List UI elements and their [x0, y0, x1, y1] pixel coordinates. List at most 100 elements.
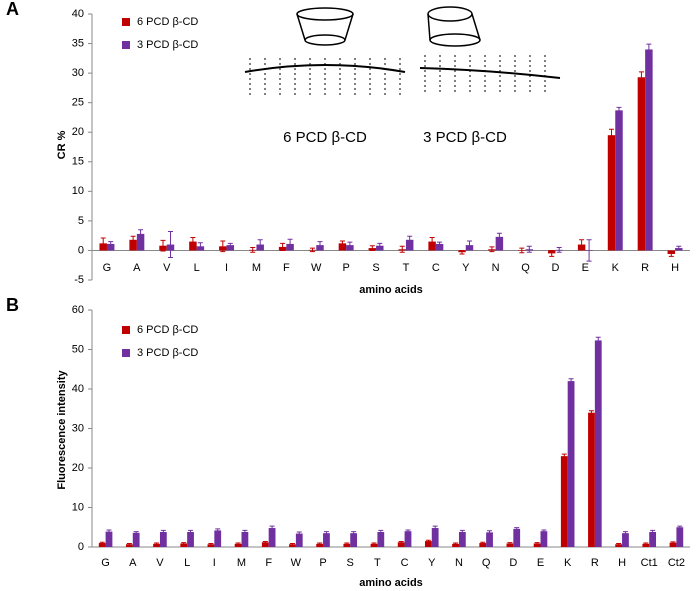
bar: [180, 543, 188, 547]
x-tick-label: A: [133, 262, 141, 274]
error-bar: [262, 540, 268, 544]
error-bar: [609, 128, 615, 142]
schematic-6pcd: [244, 7, 406, 98]
bar: [676, 527, 684, 547]
error-bar: [398, 540, 404, 544]
error-bar: [250, 246, 256, 253]
bar: [431, 528, 439, 547]
bar: [214, 530, 222, 547]
error-bar: [289, 542, 295, 546]
bar: [405, 239, 414, 251]
bar: [458, 531, 466, 547]
y-tick-label: 5: [78, 215, 84, 227]
error-bar: [208, 542, 214, 546]
bar: [187, 531, 194, 547]
bar: [207, 544, 215, 547]
x-tick-label: T: [374, 557, 381, 569]
bar: [533, 543, 541, 547]
bar: [226, 245, 235, 251]
x-tick-label: C: [401, 557, 409, 569]
bar: [153, 543, 160, 547]
bar: [338, 243, 347, 251]
error-bar: [432, 525, 438, 531]
x-tick-label: R: [641, 262, 649, 274]
x-tick-label: N: [492, 262, 500, 274]
bar: [343, 543, 351, 547]
error-bar: [588, 410, 594, 416]
bar: [350, 533, 358, 547]
error-bar: [197, 242, 203, 251]
bar: [642, 543, 650, 547]
error-bar: [677, 525, 683, 529]
error-bar: [242, 529, 248, 535]
bar: [495, 236, 504, 251]
legend-label: 6 PCD β-CD: [137, 16, 198, 28]
bar: [645, 49, 653, 251]
error-bar: [108, 241, 114, 247]
error-bar: [519, 247, 525, 254]
bar: [323, 533, 330, 547]
bar: [435, 243, 444, 251]
bar: [159, 531, 167, 547]
error-bar: [378, 529, 384, 535]
x-tick-label: A: [129, 557, 137, 569]
y-tick-label: 15: [72, 156, 84, 168]
error-bar: [269, 525, 275, 531]
bar: [129, 239, 137, 251]
error-bar: [99, 541, 105, 545]
error-bar: [347, 241, 353, 249]
bar: [669, 542, 677, 547]
bar: [241, 531, 249, 547]
bar: [506, 543, 514, 547]
y-tick-label: 20: [72, 462, 84, 474]
error-bar: [138, 229, 144, 239]
error-bar: [351, 531, 357, 536]
bar: [105, 531, 113, 547]
error-bar: [646, 43, 652, 56]
error-bar: [188, 529, 194, 535]
x-tick-label: G: [103, 262, 112, 274]
bar: [540, 531, 548, 547]
x-tick-label: M: [252, 262, 261, 274]
x-axis-label: amino acids: [359, 577, 423, 589]
error-bar: [459, 249, 465, 255]
error-bar: [429, 236, 435, 247]
error-bar: [181, 542, 187, 545]
y-tick-label: 60: [72, 304, 84, 316]
x-tick-label: P: [342, 262, 349, 274]
error-bar: [220, 240, 226, 253]
error-bar: [526, 245, 532, 253]
error-bar: [344, 542, 350, 546]
x-tick-label: H: [671, 262, 679, 274]
bar: [316, 543, 324, 547]
error-bar: [541, 529, 547, 533]
y-tick-label: 30: [72, 422, 84, 434]
error-bar: [437, 241, 443, 247]
error-bar: [638, 71, 644, 84]
x-tick-label: E: [582, 262, 589, 274]
error-bar: [507, 542, 513, 545]
x-tick-label: L: [194, 262, 200, 274]
x-tick-label: S: [372, 262, 379, 274]
error-bar: [453, 542, 459, 546]
x-tick-label: F: [265, 557, 272, 569]
x-tick-label: L: [184, 557, 190, 569]
x-tick-label: M: [237, 557, 246, 569]
panel-label: B: [6, 295, 19, 315]
x-tick-label: C: [432, 262, 440, 274]
bar: [136, 233, 145, 251]
error-bar: [317, 241, 323, 250]
error-bar: [369, 245, 375, 251]
error-bar: [371, 542, 377, 546]
x-tick-label: W: [291, 557, 302, 569]
error-bar: [568, 378, 574, 384]
x-tick-label: D: [509, 557, 517, 569]
bar: [622, 533, 629, 547]
y-tick-label: -5: [74, 274, 84, 286]
y-tick-label: 30: [72, 67, 84, 79]
error-bar: [133, 531, 139, 535]
error-bar: [405, 529, 411, 533]
annotation: 6 PCD β-CD: [283, 129, 367, 146]
x-tick-label: V: [163, 262, 171, 274]
error-bar: [534, 542, 540, 545]
